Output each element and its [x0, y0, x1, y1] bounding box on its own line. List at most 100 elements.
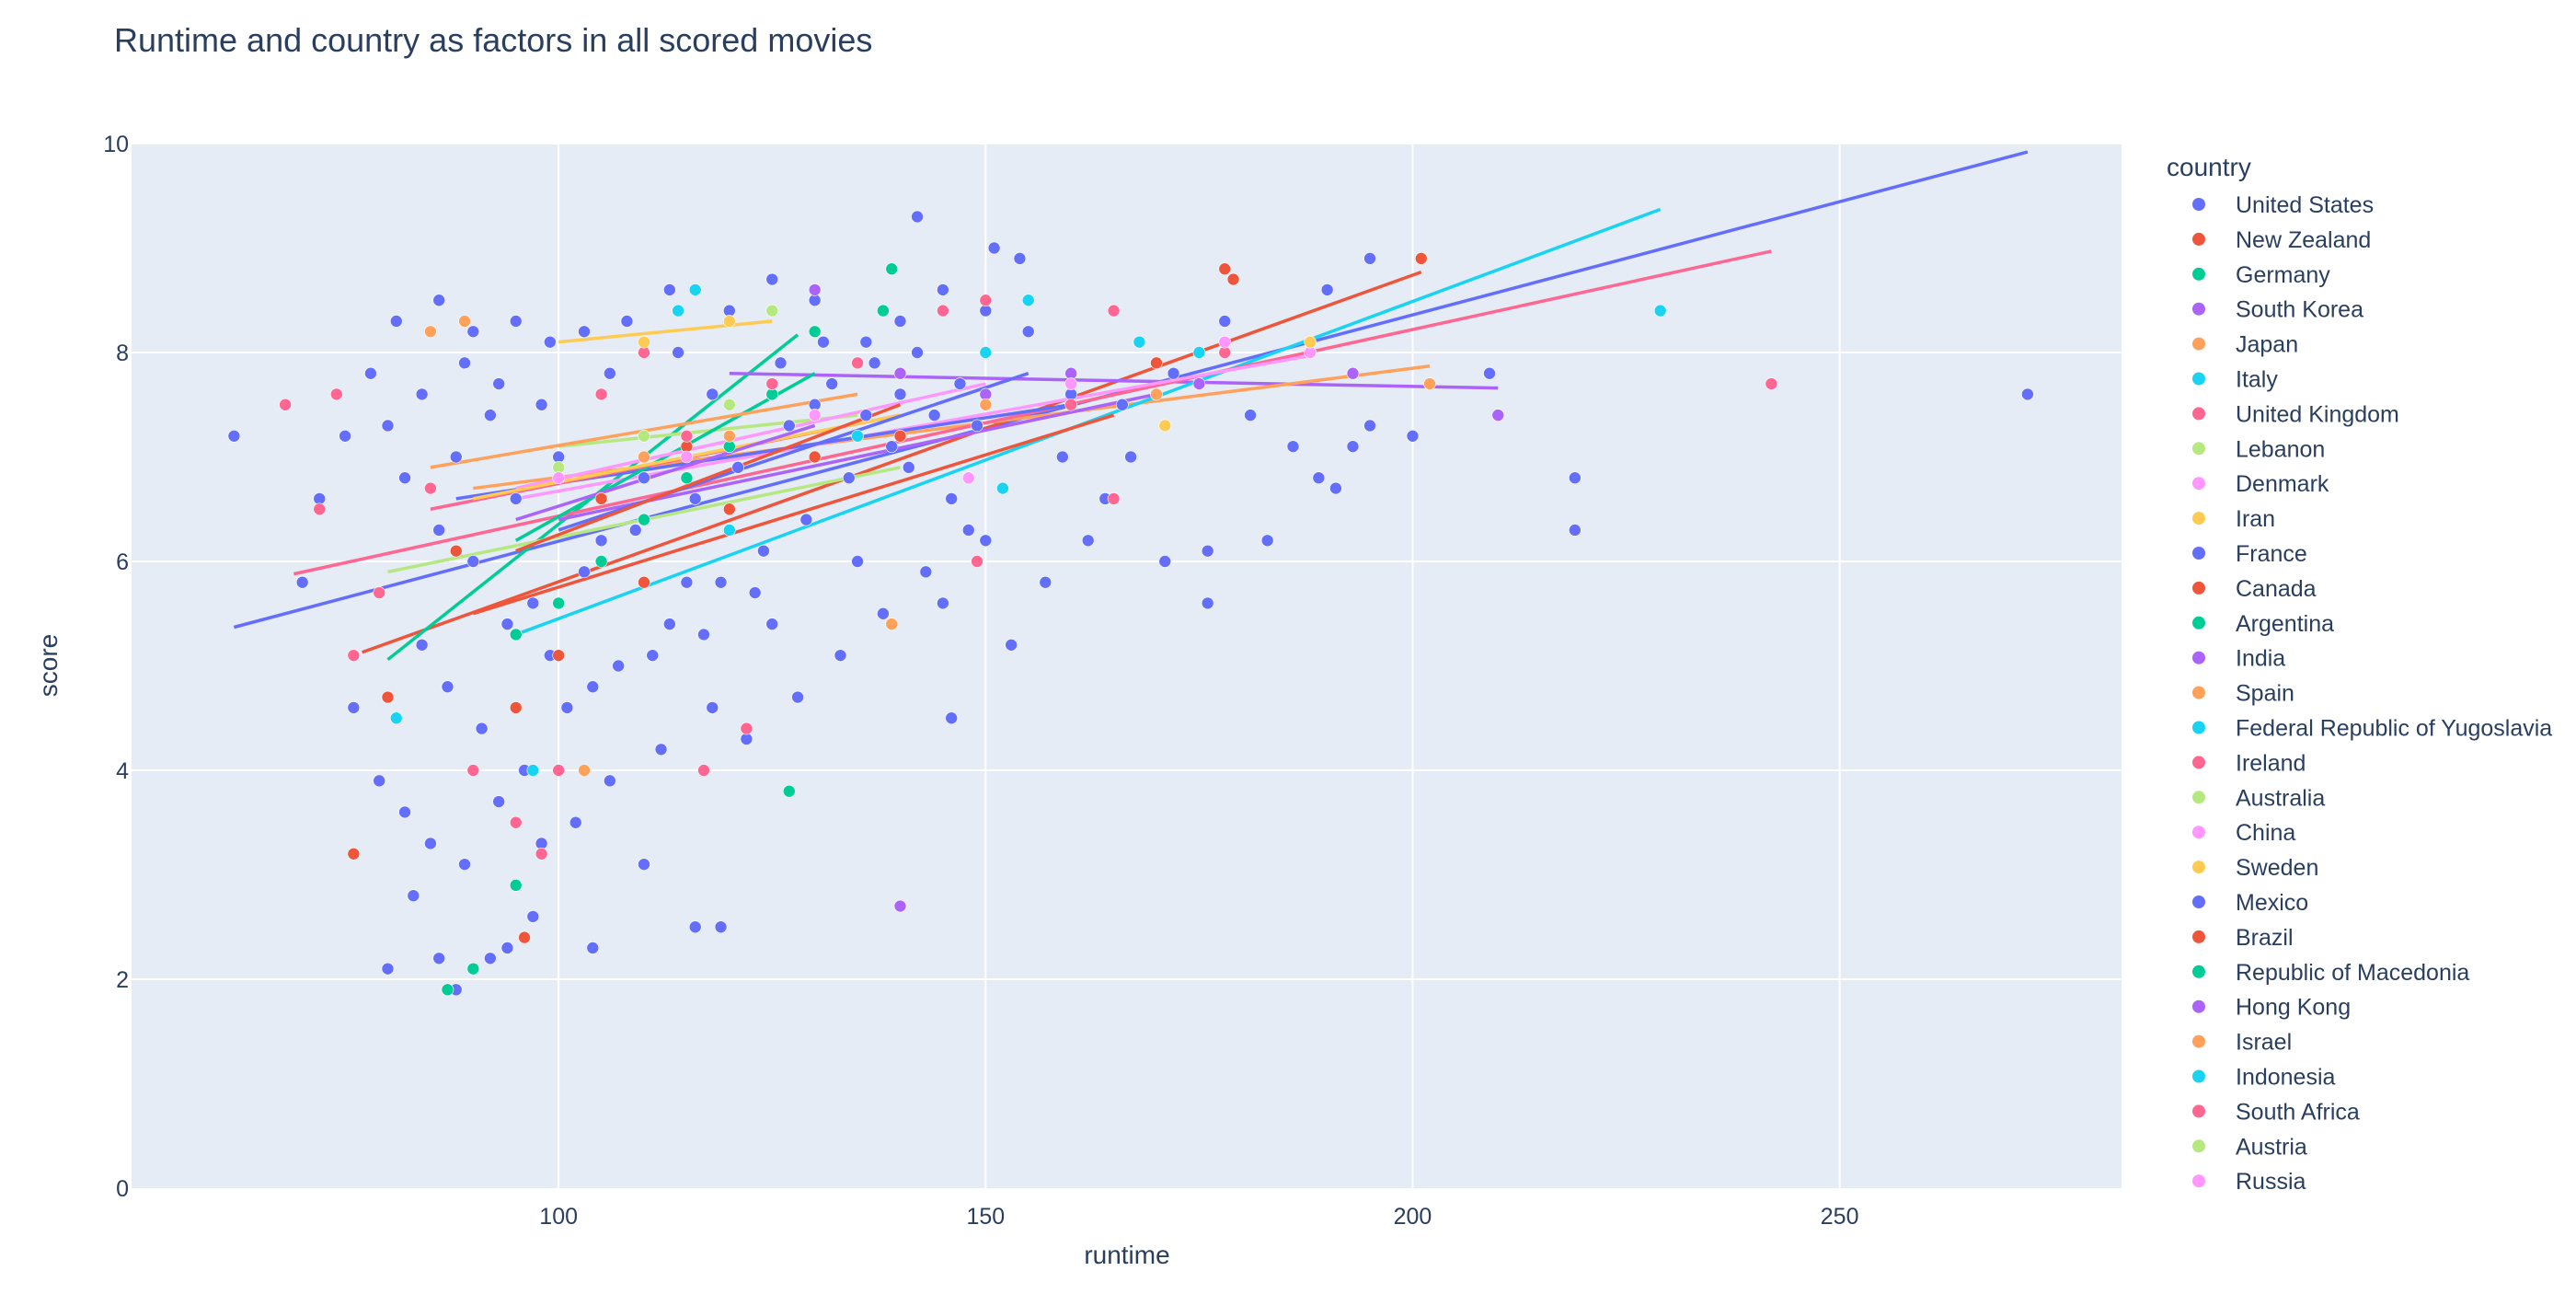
legend-item[interactable]: New Zealand [2192, 227, 2371, 253]
legend-item[interactable]: Hong Kong [2192, 995, 2351, 1021]
point-0-6 [500, 942, 514, 954]
point-1-18 [449, 544, 463, 558]
legend-label: Lebanon [2236, 436, 2325, 462]
legend-item[interactable]: Austria [2192, 1134, 2307, 1160]
point-0-119 [500, 618, 514, 630]
point-3-0 [893, 899, 907, 913]
legend-item[interactable]: Japan [2192, 332, 2298, 358]
point-0-8 [586, 942, 600, 954]
point-0-140 [979, 534, 993, 548]
point-6-21 [765, 377, 779, 390]
legend-item[interactable]: South Africa [2192, 1099, 2360, 1125]
point-1-1 [381, 690, 395, 704]
legend-item[interactable]: Canada [2192, 576, 2317, 602]
point-0-32 [1064, 387, 1077, 401]
point-8-2 [1304, 346, 1317, 359]
point-4-7 [723, 429, 736, 443]
point-0-5 [484, 952, 497, 965]
legend-item[interactable]: Lebanon [2192, 436, 2325, 462]
point-4-4 [1423, 377, 1436, 390]
point-6-13 [1107, 492, 1121, 505]
point-0-108 [526, 596, 540, 610]
point-0-42 [620, 315, 634, 328]
point-5-11 [1192, 346, 1206, 359]
point-0-29 [1218, 315, 1232, 328]
legend-item[interactable]: India [2192, 646, 2285, 672]
data-points [227, 210, 2034, 997]
point-0-1 [381, 962, 395, 976]
legend-item[interactable]: Denmark [2192, 471, 2329, 497]
point-0-103 [757, 544, 770, 558]
trendline-6 [293, 249, 1772, 576]
point-9-3 [1304, 335, 1317, 349]
legend-item[interactable]: Israel [2192, 1030, 2292, 1056]
point-0-65 [791, 690, 804, 704]
legend-marker [2192, 1104, 2205, 1118]
point-2-13 [808, 325, 822, 339]
legend-item[interactable]: France [2192, 541, 2307, 567]
point-0-97 [475, 722, 489, 735]
point-1-16 [680, 440, 694, 453]
legend-item[interactable]: South Korea [2192, 297, 2363, 323]
point-5-8 [1653, 304, 1667, 318]
point-4-6 [638, 450, 650, 464]
point-6-0 [279, 398, 292, 411]
point-0-72 [1081, 534, 1095, 548]
legend[interactable]: country United States New Zealand Germany S… [2167, 153, 2552, 1195]
point-0-11 [714, 920, 728, 934]
x-tick-label-3: 250 [1821, 1204, 1859, 1230]
legend-label: Brazil [2236, 925, 2294, 951]
point-0-133 [672, 346, 684, 359]
legend-item[interactable]: Ireland [2192, 750, 2306, 776]
legend-item[interactable]: China [2192, 820, 2295, 846]
point-0-115 [868, 356, 881, 370]
point-0-66 [834, 649, 847, 662]
legend-item[interactable]: Australia [2192, 785, 2325, 811]
legend-item[interactable]: United Kingdom [2192, 401, 2399, 427]
legend-item[interactable]: United States [2192, 192, 2374, 218]
point-0-99 [560, 701, 574, 714]
point-5-0 [389, 711, 403, 725]
point-0-117 [953, 377, 967, 390]
point-8-4 [680, 450, 694, 464]
point-1-4 [552, 649, 565, 662]
point-9-2 [1158, 419, 1172, 433]
legend-marker [2192, 442, 2205, 456]
point-6-2 [329, 387, 343, 401]
legend-item[interactable]: Federal Republic of Yugoslavia [2192, 716, 2552, 742]
legend-item[interactable]: Mexico [2192, 890, 2308, 916]
x-tick-label-1: 150 [966, 1204, 1005, 1230]
point-6-8 [535, 847, 548, 861]
legend-item[interactable]: Argentina [2192, 611, 2334, 637]
trendline-1 [362, 270, 1422, 654]
legend-item[interactable]: Sweden [2192, 855, 2318, 881]
legend-item[interactable]: Italy [2192, 367, 2278, 393]
point-6-5 [424, 481, 437, 495]
legend-item[interactable]: Spain [2192, 681, 2294, 707]
point-4-9 [979, 398, 993, 411]
point-0-92 [971, 419, 983, 433]
legend-item[interactable]: Germany [2192, 262, 2330, 288]
legend-item[interactable]: Brazil [2192, 925, 2294, 951]
legend-marker [2192, 999, 2205, 1013]
legend-item[interactable]: Indonesia [2192, 1065, 2336, 1091]
point-0-69 [961, 524, 975, 537]
point-0-48 [389, 315, 403, 328]
legend-item[interactable]: Republic of Macedonia [2192, 960, 2469, 986]
point-0-96 [441, 680, 454, 694]
point-5-6 [979, 346, 993, 359]
point-0-15 [1312, 471, 1326, 485]
point-6-9 [552, 764, 565, 777]
point-0-81 [765, 618, 779, 630]
legend-item[interactable]: Iran [2192, 506, 2275, 532]
legend-item[interactable]: Russia [2192, 1169, 2306, 1195]
legend-label: Austria [2236, 1134, 2307, 1160]
point-6-1 [313, 503, 327, 516]
legend-label: South Africa [2236, 1099, 2360, 1125]
legend-marker [2192, 756, 2205, 769]
point-1-11 [1150, 356, 1163, 370]
point-0-135 [774, 356, 788, 370]
point-0-41 [663, 283, 676, 296]
trendline-13 [558, 392, 1157, 522]
point-0-36 [893, 315, 907, 328]
